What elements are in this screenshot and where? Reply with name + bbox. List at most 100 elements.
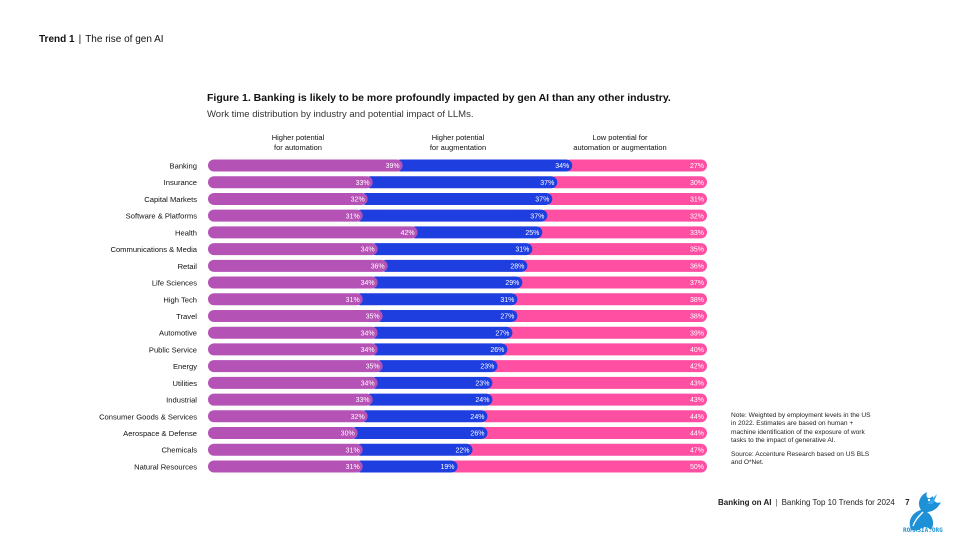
page-number: 7	[905, 498, 910, 507]
bar-segment-low	[484, 393, 707, 406]
bar-segment-augmentation	[349, 427, 488, 440]
bar-segment-automation	[208, 209, 363, 222]
bar-segment-low	[489, 360, 707, 373]
value-label-augmentation: 31%	[515, 247, 529, 254]
category-label: Health	[175, 228, 197, 237]
value-label-augmentation: 19%	[440, 464, 454, 471]
value-label-low: 47%	[690, 447, 704, 454]
value-label-low: 38%	[690, 314, 704, 321]
bar-segment-automation	[208, 326, 378, 339]
value-label-augmentation: 26%	[490, 347, 504, 354]
value-label-augmentation: 27%	[495, 330, 509, 337]
value-label-augmentation: 37%	[530, 213, 544, 220]
value-label-automation: 34%	[361, 330, 375, 337]
value-label-low: 40%	[690, 347, 704, 354]
bar-segment-automation	[208, 293, 363, 306]
value-label-low: 44%	[690, 431, 704, 438]
bar-segment-automation	[208, 176, 373, 189]
category-label: Utilities	[173, 379, 198, 388]
value-label-low: 43%	[690, 380, 704, 387]
bar-segment-augmentation	[379, 259, 528, 272]
value-label-automation: 31%	[346, 447, 360, 454]
bar-segment-augmentation	[359, 410, 488, 423]
value-label-augmentation: 23%	[480, 364, 494, 371]
value-label-augmentation: 37%	[535, 197, 549, 204]
value-label-automation: 35%	[366, 314, 380, 321]
bar-segment-augmentation	[354, 460, 458, 473]
bar-segment-automation	[208, 360, 383, 373]
bar-segment-automation	[208, 259, 388, 272]
value-label-automation: 34%	[361, 280, 375, 287]
bar-segment-automation	[208, 226, 418, 239]
footer-brand: Banking on AI	[718, 498, 772, 507]
bar-segment-augmentation	[354, 443, 473, 456]
figure-subtitle: Work time distribution by industry and p…	[207, 109, 474, 120]
bar-segment-automation	[208, 443, 363, 456]
value-label-automation: 34%	[361, 347, 375, 354]
bar-segment-augmentation	[364, 176, 558, 189]
column-header-augmentation: Higher potential for augmentation	[429, 133, 487, 152]
value-label-low: 36%	[690, 263, 704, 270]
footer: Banking on AI | Banking Top 10 Trends for …	[718, 498, 910, 507]
logo-text: ROMASIA.ORG	[903, 527, 943, 534]
dragon-icon	[909, 492, 941, 530]
value-label-low: 32%	[690, 213, 704, 220]
bar-segment-automation	[208, 192, 368, 205]
note-text: Note: Weighted by employment levels in t…	[731, 412, 871, 445]
value-label-augmentation: 23%	[475, 380, 489, 387]
value-label-automation: 32%	[351, 197, 365, 204]
value-label-automation: 42%	[401, 230, 415, 237]
value-label-augmentation: 24%	[470, 414, 484, 421]
bar-segment-automation	[208, 460, 363, 473]
bar-segment-automation	[208, 243, 378, 256]
category-label: Communications & Media	[110, 245, 197, 254]
bar-segment-automation	[208, 427, 358, 440]
value-label-automation: 31%	[346, 464, 360, 471]
bar-segment-low	[499, 343, 707, 356]
bar-segment-automation	[208, 159, 403, 172]
value-label-augmentation: 22%	[455, 447, 469, 454]
value-label-low: 37%	[690, 280, 704, 287]
value-label-low: 35%	[690, 247, 704, 254]
category-label: Automotive	[159, 329, 197, 338]
value-label-augmentation: 28%	[510, 263, 524, 270]
category-label: Software & Platforms	[126, 212, 198, 221]
bar-segment-augmentation	[374, 360, 498, 373]
category-label: Life Sciences	[152, 279, 197, 288]
bar-segment-low	[534, 226, 707, 239]
bar-segment-low	[464, 443, 707, 456]
note-source: Source: Accenture Research based on US B…	[731, 450, 870, 467]
bar-segment-low	[544, 192, 707, 205]
figure-title: Figure 1. Banking is likely to be more p…	[207, 92, 671, 104]
value-label-augmentation: 25%	[525, 230, 539, 237]
bar-segment-automation	[208, 376, 378, 389]
category-label: Natural Resources	[134, 462, 197, 471]
bar-segment-low	[504, 326, 707, 339]
bar-segment-augmentation	[369, 243, 533, 256]
trend-title: The rise of gen AI	[85, 34, 164, 45]
bar-segment-augmentation	[364, 393, 493, 406]
category-label: Banking	[170, 162, 197, 171]
bar-segment-augmentation	[359, 192, 553, 205]
column-header-automation: Higher potential for automation	[271, 133, 325, 152]
value-label-augmentation: 24%	[475, 397, 489, 404]
value-label-low: 42%	[690, 364, 704, 371]
value-label-low: 30%	[690, 180, 704, 187]
category-label: Public Service	[149, 345, 197, 354]
bar-segment-augmentation	[409, 226, 543, 239]
bar-segment-low	[484, 376, 707, 389]
bar-segment-low	[539, 209, 707, 222]
column-header-low: Low potential for automation or augmenta…	[573, 133, 667, 152]
value-label-low: 50%	[690, 464, 704, 471]
bar-segment-low	[524, 243, 707, 256]
value-label-low: 43%	[690, 397, 704, 404]
bar-segment-automation	[208, 410, 368, 423]
value-label-automation: 39%	[386, 163, 400, 170]
value-label-augmentation: 27%	[500, 314, 514, 321]
bar-segment-augmentation	[369, 276, 523, 289]
bar-segment-augmentation	[354, 209, 548, 222]
bar-segment-augmentation	[369, 376, 493, 389]
category-label: Capital Markets	[144, 195, 197, 204]
value-label-low: 39%	[690, 330, 704, 337]
value-label-augmentation: 37%	[540, 180, 554, 187]
